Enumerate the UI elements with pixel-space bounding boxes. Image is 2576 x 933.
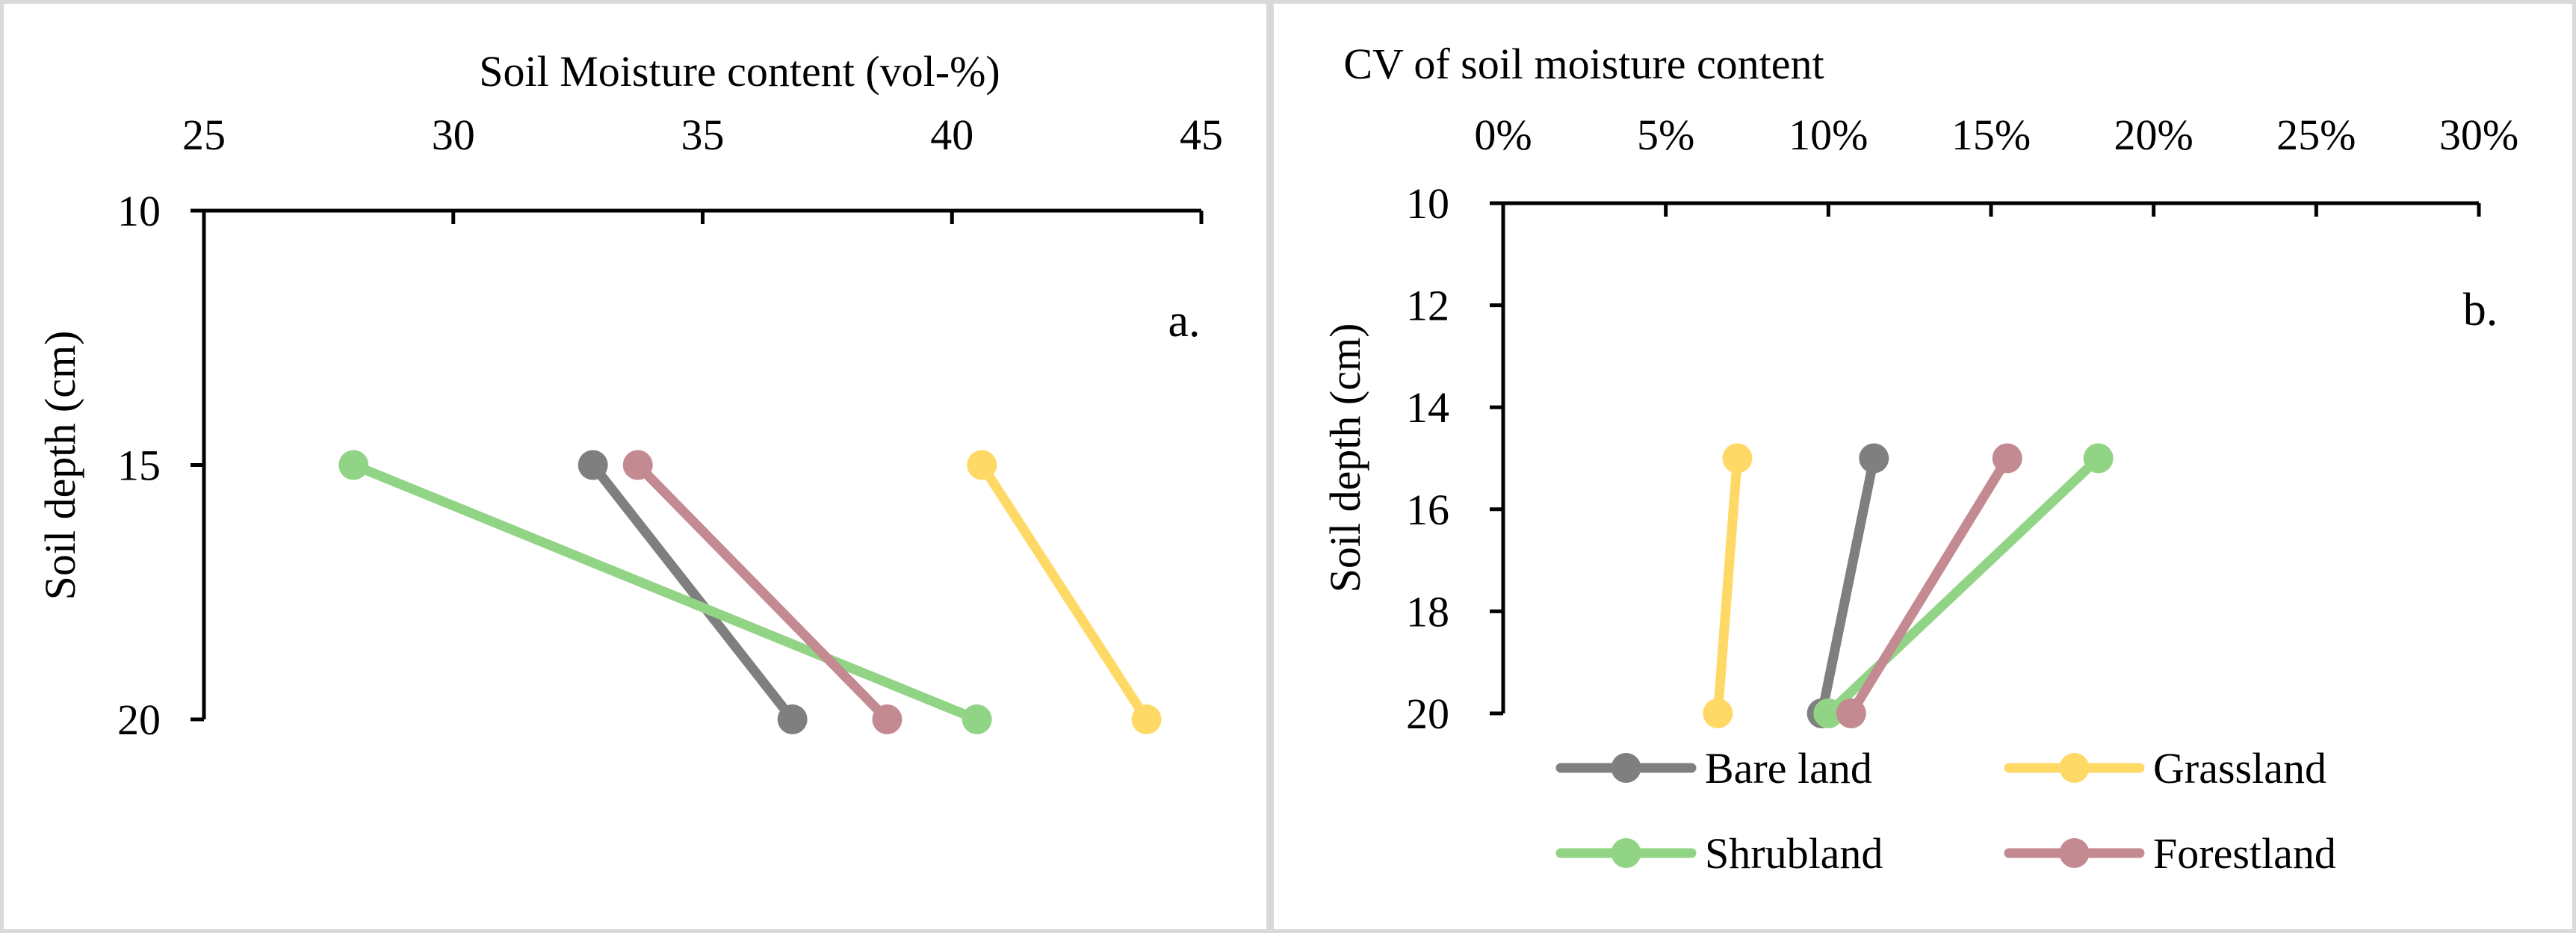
chart-a-y-tick-label: 10 (117, 187, 161, 235)
chart-b-point-forestland (1836, 698, 1866, 728)
chart-a-x-axis-title: Soil Moisture content (vol-%) (479, 47, 1000, 96)
chart-a-series-line-forestland (633, 460, 892, 725)
chart-a-y-axis: 10 15 20 (117, 187, 206, 744)
chart-b-y-tick-label: 12 (1406, 282, 1449, 330)
chart-b-series-line-forestland (1846, 453, 2013, 719)
chart-a-y-tick-label: 20 (117, 695, 161, 744)
chart-b-point-grassland (1722, 443, 1753, 474)
chart-a-x-tick-label: 30 (432, 111, 475, 159)
chart-a-x-tick-label: 25 (182, 111, 226, 159)
chart-b-y-tick-label: 10 (1406, 179, 1449, 228)
chart-a-x-tick-label: 35 (681, 111, 725, 159)
chart-a-x-tick-label: 40 (930, 111, 973, 159)
chart-b-y-tick-label: 18 (1406, 587, 1449, 636)
chart-a-series-line-shrubland (348, 460, 982, 725)
chart-a-point-bare-land (578, 450, 608, 480)
chart-b-x-axis: 0% 5% 10% 15% 20% 25% 30% (1474, 111, 2518, 217)
chart-b-x-tick-label: 5% (1637, 111, 1694, 159)
chart-a-point-forestland (622, 450, 653, 480)
legend-swatch-marker (1611, 838, 1641, 868)
chart-b-y-tick-label: 14 (1406, 383, 1449, 432)
chart-b-x-tick-label: 10% (1789, 111, 1868, 159)
chart-a-point-grassland (967, 450, 997, 480)
chart-a-series-line-grassland (976, 460, 1152, 725)
chart-b-point-shrubland (1813, 698, 1844, 728)
legend-label: Bare land (1705, 744, 1872, 793)
chart-b-panel-label: b. (2463, 285, 2498, 335)
chart-b-point-forestland (1992, 443, 2022, 474)
legend-item-bare-land: Bare land (1555, 744, 1872, 793)
legend-item-shrubland: Shrubland (1555, 829, 1883, 878)
chart-a-y-axis-title: Soil depth (cm) (36, 331, 84, 601)
legend-item-forestland: Forestland (2004, 829, 2336, 878)
chart-a-series-line-bare-land (588, 460, 798, 725)
chart-a-point-grassland (1131, 704, 1162, 734)
chart-panel-a: Soil Moisture content (vol-%) a. Soil de… (0, 0, 1270, 933)
chart-a-panel-label: a. (1168, 296, 1200, 347)
legend-swatch-marker (2059, 838, 2090, 868)
chart-b-x-tick-label: 0% (1474, 111, 1532, 159)
legend-label: Forestland (2153, 829, 2336, 878)
chart-a-point-shrubland (962, 704, 992, 734)
chart-b-point-shrubland (2083, 443, 2114, 474)
chart-a-point-forestland (872, 704, 902, 734)
chart-b-y-tick-label: 20 (1406, 689, 1449, 738)
chart-b-series-line-grassland (1712, 453, 1742, 719)
chart-b-legend: Bare land Grassland Shrubland Forestland (1555, 744, 2336, 878)
legend-item-grassland: Grassland (2004, 744, 2326, 793)
legend-swatch-marker (2059, 753, 2090, 783)
chart-b-point-bare-land (1859, 443, 1889, 474)
legend-swatch-marker (1611, 753, 1641, 783)
chart-b-x-tick-label: 20% (2114, 111, 2193, 159)
chart-a-point-bare-land (777, 704, 808, 734)
chart-b-y-tick-label: 16 (1406, 486, 1449, 534)
chart-a-svg: Soil Moisture content (vol-%) a. Soil de… (36, 47, 1223, 744)
chart-a-x-axis: 25 30 35 40 45 (182, 111, 1223, 224)
chart-b-y-axis-title: Soil depth (cm) (1321, 323, 1369, 593)
legend-label: Grassland (2153, 744, 2326, 793)
chart-b-series-line-bare-land (1817, 453, 1879, 719)
chart-b-series (1703, 443, 2114, 728)
chart-b-svg: CV of soil moisture content b. Soil dept… (1321, 40, 2518, 878)
chart-b-x-tick-label: 25% (2276, 111, 2356, 159)
chart-b-x-axis-title: CV of soil moisture content (1343, 40, 1824, 88)
chart-b-y-axis: 10 12 14 16 18 20 (1406, 179, 1505, 738)
chart-b-x-tick-label: 30% (2439, 111, 2518, 159)
chart-b-x-tick-label: 15% (1951, 111, 2031, 159)
chart-b-point-grassland (1703, 698, 1733, 728)
chart-a-x-tick-label: 45 (1180, 111, 1223, 159)
legend-label: Shrubland (1705, 829, 1883, 878)
chart-a-series (338, 450, 1162, 734)
chart-a-y-tick-label: 15 (117, 441, 161, 490)
chart-a-point-shrubland (338, 450, 369, 480)
chart-panel-b: CV of soil moisture content b. Soil dept… (1270, 0, 2576, 933)
